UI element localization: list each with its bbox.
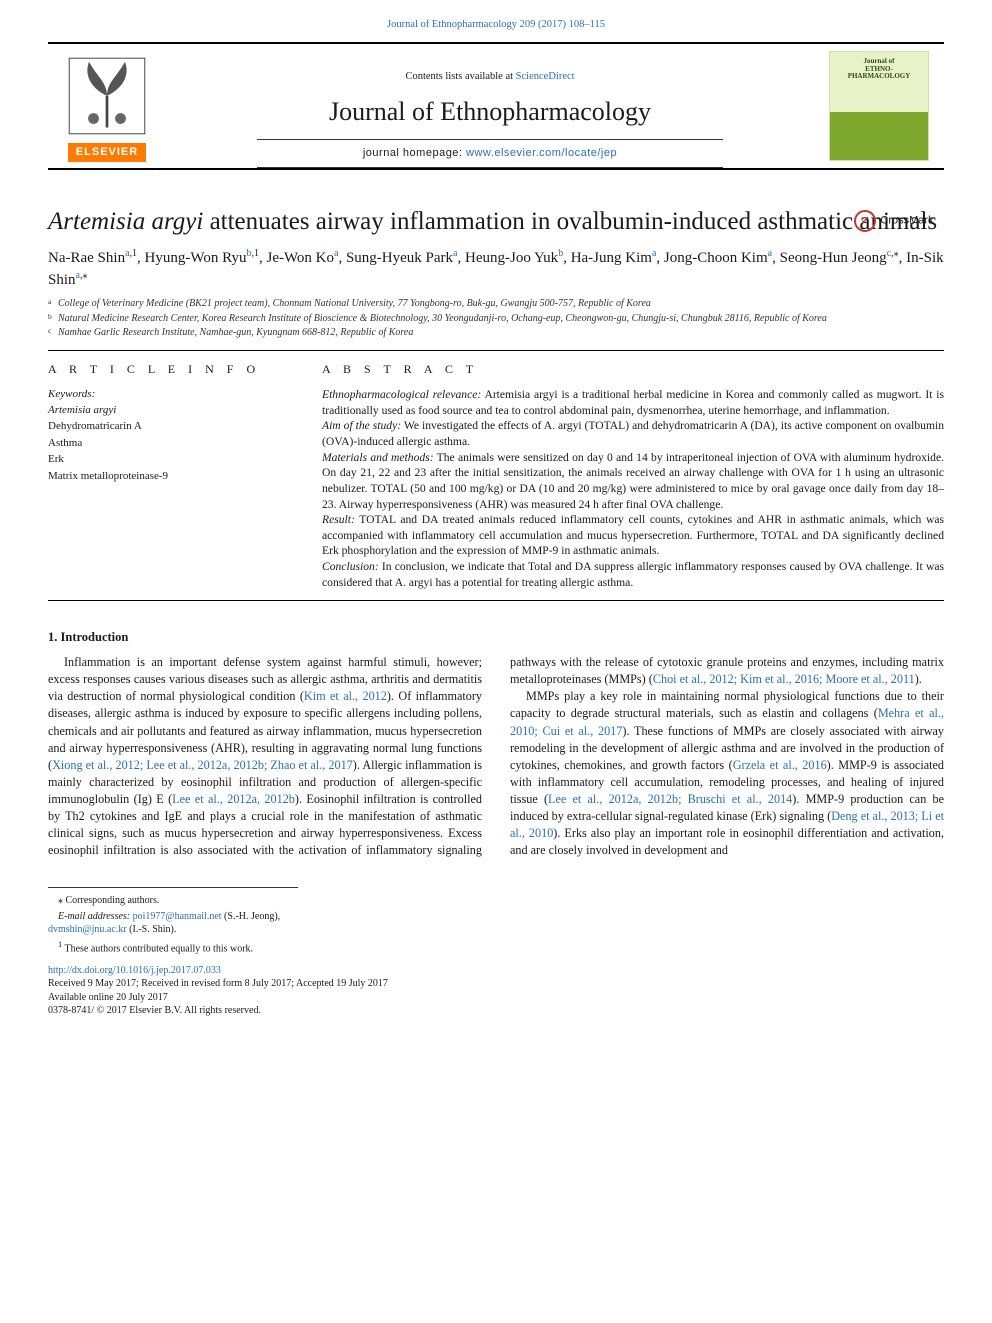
crossmark-label: CrossMark <box>880 215 933 227</box>
running-head-link[interactable]: Journal of Ethnopharmacology 209 (2017) … <box>387 19 605 30</box>
keywords-list: Artemisia argyiDehydromatricarin AAsthma… <box>48 402 288 485</box>
received-line: Received 9 May 2017; Received in revised… <box>48 977 944 991</box>
article-info-column: A R T I C L E I N F O Keywords: Artemisi… <box>48 361 288 591</box>
abstract-paragraph: Result: TOTAL and DA treated animals red… <box>322 512 944 559</box>
divider-top <box>48 350 944 351</box>
body-two-column: Inflammation is an important defense sys… <box>48 654 944 859</box>
keyword-item: Dehydromatricarin A <box>48 418 288 435</box>
publisher-wordmark: ELSEVIER <box>68 143 146 162</box>
issn-line: 0378-8741/ © 2017 Elsevier B.V. All righ… <box>48 1004 944 1018</box>
affiliation-row: aCollege of Veterinary Medicine (BK21 pr… <box>48 297 944 311</box>
cover-band <box>830 112 928 160</box>
intro-para-2: MMPs play a key role in maintaining norm… <box>510 688 944 859</box>
abstract-paragraph: Ethnopharmacological relevance: Artemisi… <box>322 387 944 418</box>
journal-homepage-link[interactable]: www.elsevier.com/locate/jep <box>466 147 617 159</box>
section-1-heading: 1. Introduction <box>48 629 944 646</box>
ref-link[interactable]: Grzela et al., 2016 <box>733 758 827 772</box>
sciencedirect-link[interactable]: ScienceDirect <box>516 71 575 82</box>
abstract-paragraph: Materials and methods: The animals were … <box>322 450 944 513</box>
ref-link[interactable]: Kim et al., 2012 <box>304 689 387 703</box>
email-note: E-mail addresses: poi1977@hanmail.net (S… <box>48 910 298 937</box>
running-head: Journal of Ethnopharmacology 209 (2017) … <box>0 0 992 42</box>
abstract-paragraph: Conclusion: In conclusion, we indicate t… <box>322 559 944 590</box>
abstract-column: A B S T R A C T Ethnopharmacological rel… <box>322 361 944 591</box>
crossmark-badge[interactable]: ✓ CrossMark <box>844 210 944 232</box>
title-italic: Artemisia argyi <box>48 208 203 235</box>
email-link[interactable]: dvmshin@jnu.ac.kr <box>48 924 127 935</box>
journal-homepage-line: journal homepage: www.elsevier.com/locat… <box>257 139 724 168</box>
corresponding-note: ⁎ Corresponding authors. <box>48 894 298 908</box>
contents-prefix: Contents lists available at <box>405 71 515 82</box>
publisher-logo-block: ELSEVIER <box>48 44 166 168</box>
ref-link[interactable]: Xiong et al., 2012; Lee et al., 2012a, 2… <box>52 758 353 772</box>
abstract-heading: A B S T R A C T <box>322 361 944 377</box>
elsevier-tree-icon <box>62 51 152 141</box>
journal-cover-thumb: Journal of ETHNO- PHARMACOLOGY <box>829 51 929 161</box>
affiliation-row: bNatural Medicine Research Center, Korea… <box>48 312 944 326</box>
footnotes: ⁎ Corresponding authors. E-mail addresse… <box>48 887 298 955</box>
footer-block: http://dx.doi.org/10.1016/j.jep.2017.07.… <box>48 964 944 1018</box>
available-line: Available online 20 July 2017 <box>48 991 944 1005</box>
author-list: Na-Rae Shina,1, Hyung-Won Ryub,1, Je-Won… <box>48 247 944 291</box>
affiliation-row: cNamhae Garlic Research Institute, Namha… <box>48 326 944 340</box>
email-link[interactable]: poi1977@hanmail.net <box>133 911 222 922</box>
divider-bottom <box>48 600 944 601</box>
keyword-item: Artemisia argyi <box>48 402 288 419</box>
title-rest: attenuates airway inflammation in ovalbu… <box>203 208 937 235</box>
title-block: ✓ CrossMark Artemisia argyi attenuates ai… <box>48 206 944 237</box>
ref-link[interactable]: Lee et al., 2012a, 2012b <box>172 792 295 806</box>
ref-link[interactable]: Choi et al., 2012; Kim et al., 2016; Moo… <box>653 672 915 686</box>
paper-title: Artemisia argyi attenuates airway inflam… <box>48 206 944 237</box>
homepage-prefix: journal homepage: <box>363 147 466 159</box>
article-info-heading: A R T I C L E I N F O <box>48 361 288 377</box>
journal-cover-block: Journal of ETHNO- PHARMACOLOGY <box>814 44 944 168</box>
keyword-item: Matrix metalloproteinase-9 <box>48 468 288 485</box>
equal-contribution-note: 1 These authors contributed equally to t… <box>48 939 298 956</box>
crossmark-icon: ✓ <box>854 210 876 232</box>
abstract-paragraph: Aim of the study: We investigated the ef… <box>322 418 944 449</box>
ref-link[interactable]: Lee et al., 2012a, 2012b; Bruschi et al.… <box>548 792 792 806</box>
contents-available-line: Contents lists available at ScienceDirec… <box>405 70 574 84</box>
cover-title: Journal of ETHNO- PHARMACOLOGY <box>848 58 911 80</box>
affiliations: aCollege of Veterinary Medicine (BK21 pr… <box>48 297 944 339</box>
keyword-item: Erk <box>48 451 288 468</box>
journal-header-center: Contents lists available at ScienceDirec… <box>166 44 814 168</box>
keywords-label: Keywords: <box>48 387 288 402</box>
info-abstract-row: A R T I C L E I N F O Keywords: Artemisi… <box>48 361 944 591</box>
journal-name: Journal of Ethnopharmacology <box>329 94 651 129</box>
keyword-item: Asthma <box>48 435 288 452</box>
doi-link[interactable]: http://dx.doi.org/10.1016/j.jep.2017.07.… <box>48 965 221 976</box>
journal-header-box: ELSEVIER Contents lists available at Sci… <box>48 42 944 170</box>
